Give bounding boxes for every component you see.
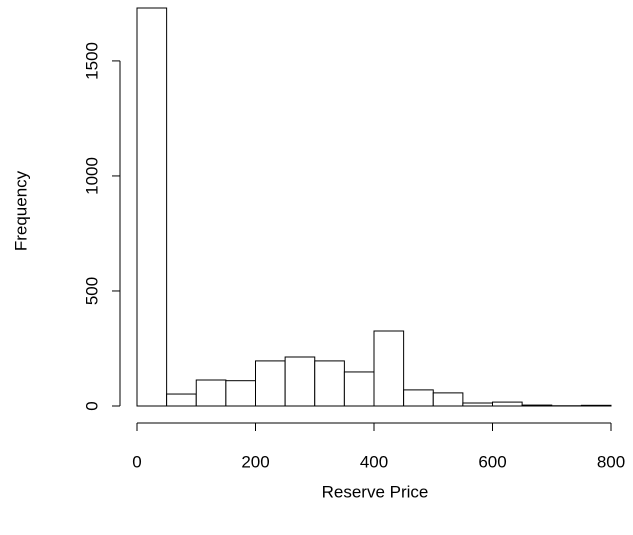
- bar: [403, 389, 434, 407]
- bar: [284, 356, 316, 407]
- bar: [492, 401, 523, 407]
- x-tick-label: 200: [241, 452, 269, 471]
- bar: [225, 380, 256, 407]
- y-tick-label: 1500: [82, 42, 101, 80]
- x-tick-label: 0: [132, 452, 141, 471]
- y-tick-label: 500: [82, 277, 101, 305]
- bar: [432, 392, 464, 407]
- bar: [195, 379, 227, 407]
- bar: [462, 402, 493, 407]
- bar: [343, 371, 375, 407]
- bar: [166, 393, 197, 407]
- bar: [580, 404, 612, 407]
- bar: [136, 7, 168, 407]
- x-tick-label: 600: [478, 452, 506, 471]
- x-tick-label: 800: [597, 452, 625, 471]
- bar: [314, 360, 345, 407]
- bar: [255, 360, 286, 407]
- x-axis-title: Reserve Price: [322, 482, 429, 501]
- bar: [373, 330, 405, 407]
- x-tick-label: 400: [360, 452, 388, 471]
- y-axis-title: Frequency: [11, 170, 30, 251]
- y-tick-label: 1000: [82, 157, 101, 195]
- bar: [521, 404, 553, 407]
- y-tick-label: 0: [82, 401, 101, 410]
